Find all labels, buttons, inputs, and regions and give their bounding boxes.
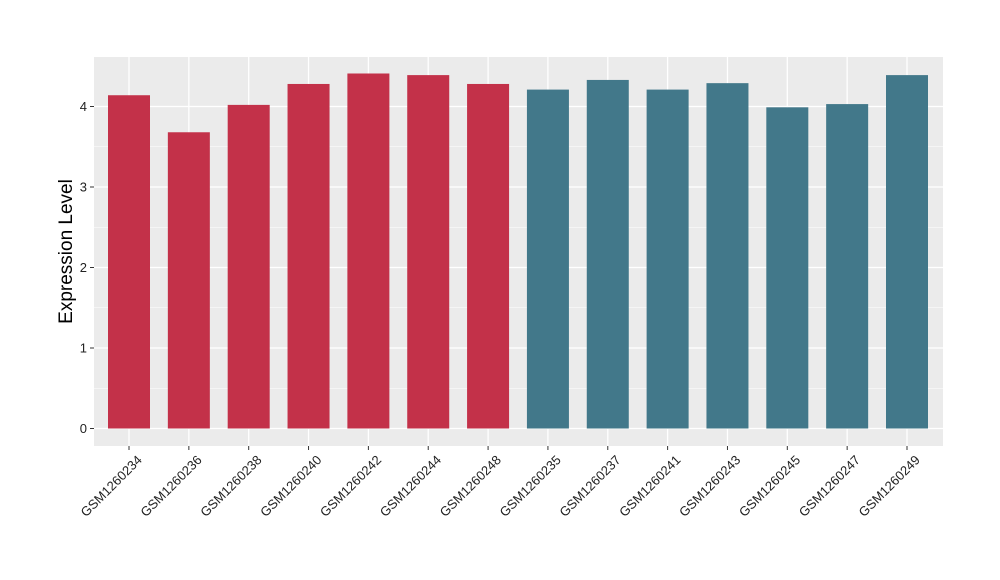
bar-GSM1260245	[766, 107, 809, 429]
x-tick-label: GSM1260237	[556, 452, 623, 519]
x-axis: GSM1260234GSM1260236GSM1260238GSM1260240…	[78, 446, 923, 520]
bar-GSM1260235	[526, 89, 569, 429]
bar-GSM1260242	[347, 73, 390, 429]
plot-panel	[94, 57, 943, 446]
bar-GSM1260241	[646, 89, 689, 429]
x-tick-label: GSM1260238	[197, 452, 264, 519]
bar-GSM1260234	[108, 95, 150, 429]
x-tick-label: GSM1260240	[257, 452, 324, 519]
y-tick-label: 2	[80, 260, 87, 275]
bar-GSM1260238	[227, 104, 270, 429]
bar-GSM1260243	[706, 83, 749, 429]
bar-GSM1260249	[886, 75, 928, 429]
y-axis-title: Expression Level	[56, 179, 77, 324]
bar-GSM1260236	[167, 132, 210, 429]
x-tick-label: GSM1260247	[796, 452, 863, 519]
x-tick-label: GSM1260242	[317, 452, 384, 519]
bar-GSM1260247	[826, 104, 869, 429]
bar-GSM1260240	[287, 83, 330, 429]
x-tick-label: GSM1260243	[676, 452, 743, 519]
bars	[108, 73, 928, 429]
bar-GSM1260248	[467, 83, 510, 429]
x-tick-label: GSM1260249	[856, 452, 923, 519]
x-tick-label: GSM1260235	[496, 452, 563, 519]
y-tick-label: 4	[80, 99, 87, 114]
x-tick-label: GSM1260244	[377, 452, 444, 519]
x-tick-label: GSM1260234	[78, 452, 145, 519]
y-axis: 0 1 2 3 4	[80, 99, 94, 436]
y-tick-label: 0	[80, 421, 87, 436]
bar-GSM1260244	[407, 75, 450, 429]
y-tick-label: 1	[80, 341, 87, 356]
x-tick-label: GSM1260241	[616, 452, 683, 519]
y-tick-label: 3	[80, 180, 87, 195]
x-tick-label: GSM1260248	[437, 452, 504, 519]
x-tick-label: GSM1260245	[736, 452, 803, 519]
bar-GSM1260237	[586, 79, 629, 429]
x-tick-label: GSM1260236	[137, 452, 204, 519]
